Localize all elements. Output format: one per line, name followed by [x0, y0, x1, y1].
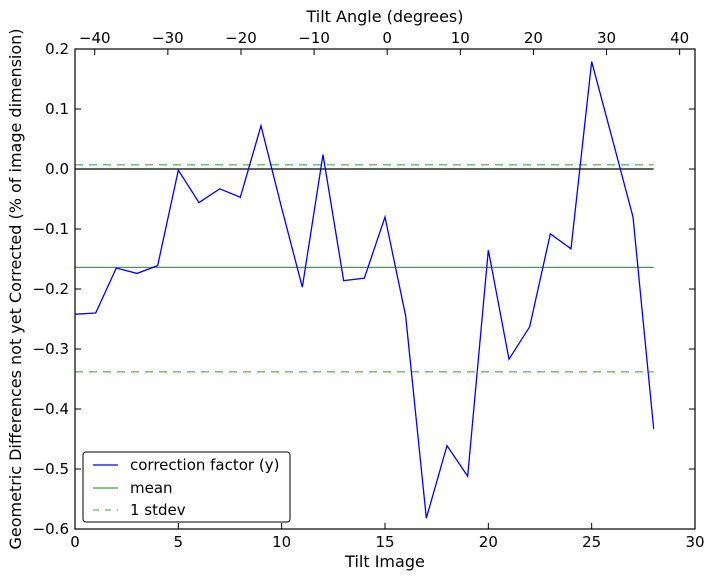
legend: correction factor (y) mean 1 stdev — [82, 451, 291, 523]
top-tick-label: 20 — [524, 29, 543, 47]
y-axis-label: Geometric Differences not yet Corrected … — [6, 28, 25, 549]
axis-ticks: 0 5 10 15 20 25 30 0.2 0.1 0.0 −0.1 −0.2 −0.3 −0.4 −0.… — [33, 29, 705, 551]
x-tick-label: 5 — [174, 533, 184, 551]
top-tick-label: 30 — [597, 29, 616, 47]
y-tick-label: −0.2 — [33, 280, 69, 298]
x-tick-label: 15 — [375, 533, 394, 551]
legend-label-correction: correction factor (y) — [130, 456, 279, 474]
y-tick-label: −0.6 — [33, 520, 69, 538]
x-tick-label: 30 — [685, 533, 704, 551]
legend-label-mean: mean — [130, 479, 173, 497]
x-axis-label: Tilt Image — [344, 552, 425, 571]
y-tick-label: 0.1 — [45, 100, 69, 118]
series-lines — [74, 61, 655, 519]
x-tick-label: 25 — [582, 533, 601, 551]
y-tick-label: −0.5 — [33, 460, 69, 478]
legend-label-stdev: 1 stdev — [130, 501, 186, 519]
top-tick-label: −10 — [298, 29, 330, 47]
y-tick-label: −0.1 — [33, 220, 69, 238]
top-tick-label: −30 — [152, 29, 184, 47]
y-tick-label: 0.0 — [45, 160, 69, 178]
y-tick-label: −0.3 — [33, 340, 69, 358]
top-tick-label: −40 — [79, 29, 111, 47]
top-tick-label: 10 — [451, 29, 470, 47]
legend-box — [82, 451, 291, 523]
top-tick-label: 40 — [670, 29, 689, 47]
top-tick-label: 0 — [382, 29, 392, 47]
x-tick-label: 10 — [272, 533, 291, 551]
series-correction-factor-y- — [74, 61, 655, 519]
top-axis-label: Tilt Angle (degrees) — [305, 7, 463, 26]
y-tick-label: −0.4 — [33, 400, 69, 418]
y-tick-label: 0.2 — [45, 40, 69, 58]
x-tick-label: 20 — [479, 533, 498, 551]
top-tick-label: −20 — [225, 29, 257, 47]
x-tick-label: 0 — [70, 533, 80, 551]
